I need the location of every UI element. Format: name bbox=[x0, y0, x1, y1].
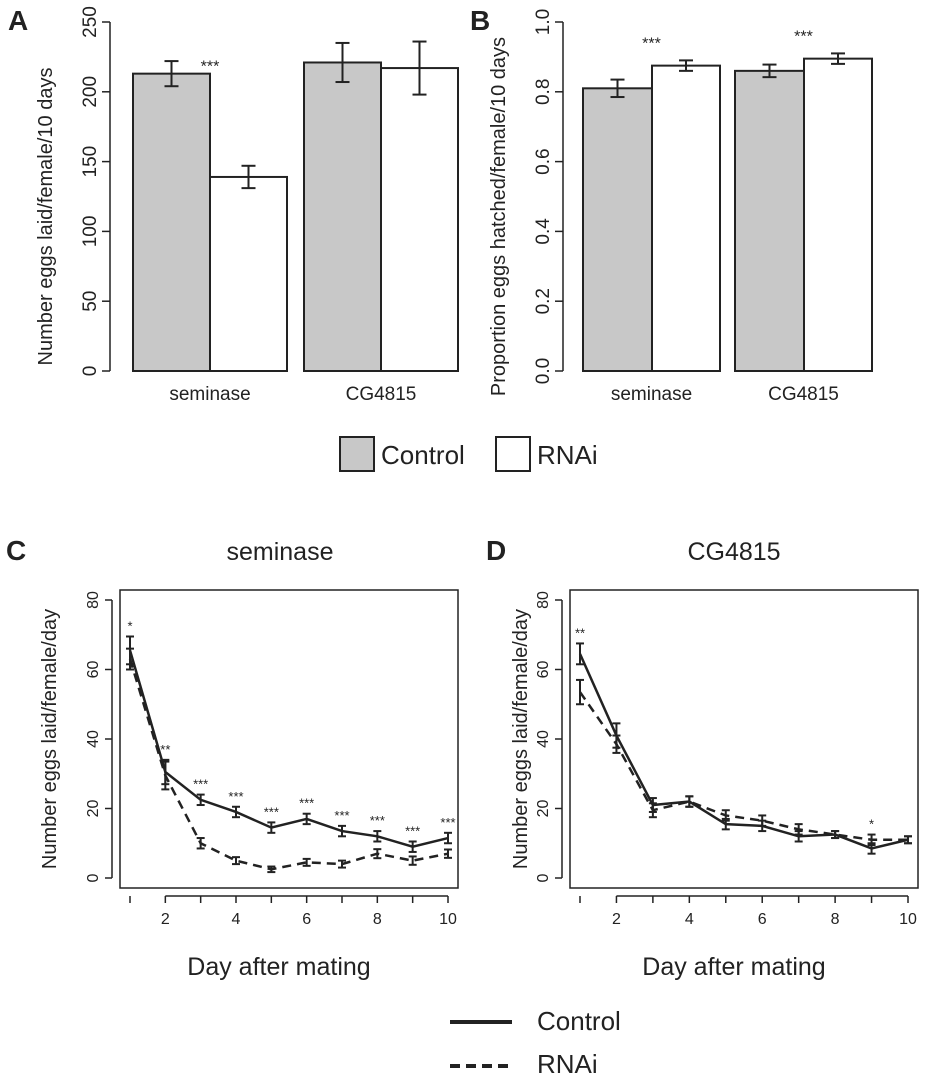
y-tick-label: 0.0 bbox=[533, 358, 554, 384]
x-category-label: CG4815 bbox=[768, 384, 839, 405]
series-line-control bbox=[578, 653, 909, 850]
x-tick-label: 10 bbox=[439, 911, 457, 928]
y-axis-label: Number eggs laid/female/day bbox=[39, 609, 61, 869]
x-axis-label: Day after mating bbox=[187, 953, 370, 981]
panel-d: D Number eggs laid/female/day 2 4 6 8 10 Day af… bbox=[486, 535, 919, 981]
panel-a: A 0 50 100 150 200 250 Number eggs laid/female/… bbox=[8, 5, 459, 405]
y-tick-label: 1.0 bbox=[533, 9, 554, 35]
bar-rnai-cg4815 bbox=[803, 57, 873, 373]
panel-b: B 0.0 0.2 0.4 0.6 0.8 1.0 Proportion eggs hatch… bbox=[470, 5, 873, 405]
panel-label: C bbox=[6, 535, 26, 566]
y-tick-label: 40 bbox=[85, 730, 102, 748]
y-tick-label: 0.4 bbox=[533, 218, 554, 245]
line-legend: Control RNAi bbox=[450, 1006, 621, 1079]
y-axis-label: Number eggs laid/female/10 days bbox=[35, 68, 57, 366]
significance-annotation: *** bbox=[440, 815, 455, 830]
significance-annotation: *** bbox=[193, 777, 208, 792]
significance-annotation: *** bbox=[642, 35, 661, 52]
panel-title: seminase bbox=[227, 538, 334, 566]
significance-annotation: *** bbox=[370, 813, 385, 828]
bar-control-cg4815 bbox=[734, 69, 805, 373]
y-axis-label: Number eggs laid/female/day bbox=[510, 609, 532, 869]
y-tick-label: 50 bbox=[80, 291, 101, 312]
y-tick-label: 80 bbox=[85, 591, 102, 609]
y-tick-label: 60 bbox=[85, 661, 102, 679]
y-tick-label: 0 bbox=[535, 873, 552, 882]
series-line-rnai bbox=[128, 658, 449, 871]
x-tick-label: 8 bbox=[373, 911, 382, 928]
panel-label: A bbox=[8, 5, 28, 36]
series-line-rnai bbox=[578, 691, 908, 842]
y-tick-label: 150 bbox=[80, 146, 101, 178]
x-tick-label: 6 bbox=[758, 911, 767, 928]
significance-annotation: *** bbox=[201, 59, 220, 76]
x-tick-label: 6 bbox=[302, 911, 311, 928]
bar-control-seminase bbox=[582, 87, 653, 372]
significance-annotation: *** bbox=[299, 796, 314, 811]
significance-annotation: *** bbox=[405, 824, 420, 839]
bar-control-cg4815 bbox=[303, 61, 382, 372]
y-tick-label: 40 bbox=[535, 730, 552, 748]
legend-line-control-label: Control bbox=[537, 1006, 621, 1036]
plot-frame bbox=[569, 589, 919, 889]
significance-annotation: * bbox=[127, 618, 132, 633]
bar-rnai-seminase bbox=[651, 64, 721, 372]
legend-line-rnai-label: RNAi bbox=[537, 1049, 598, 1079]
legend-rnai-label: RNAi bbox=[537, 440, 598, 470]
x-category-label: seminase bbox=[611, 384, 692, 405]
bar-rnai-seminase bbox=[209, 175, 288, 372]
x-category-label: CG4815 bbox=[346, 384, 417, 405]
y-tick-label: 80 bbox=[535, 591, 552, 609]
bar-legend: Control RNAi bbox=[339, 436, 598, 472]
significance-annotation: *** bbox=[334, 808, 349, 823]
y-tick-label: 0.8 bbox=[533, 79, 554, 105]
y-tick-label: 0 bbox=[80, 366, 101, 377]
significance-annotation: ** bbox=[160, 742, 170, 757]
legend-rnai-swatch bbox=[495, 436, 531, 472]
x-category-label: seminase bbox=[169, 384, 250, 405]
bar-control-seminase bbox=[132, 72, 211, 372]
y-tick-label: 0.6 bbox=[533, 148, 554, 174]
significance-annotation: ** bbox=[575, 625, 585, 640]
significance-annotation: * bbox=[869, 817, 874, 832]
y-tick-label: 250 bbox=[80, 6, 101, 38]
panel-label: B bbox=[470, 5, 490, 36]
panel-c: C Number eggs laid/female/day 2 4 6 8 10 Day af… bbox=[6, 535, 459, 981]
y-tick-label: 200 bbox=[80, 76, 101, 108]
significance-annotation: *** bbox=[794, 28, 813, 45]
y-tick-label: 0 bbox=[85, 873, 102, 882]
x-tick-label: 8 bbox=[831, 911, 840, 928]
legend-control-swatch bbox=[339, 436, 375, 472]
bar-rnai-cg4815 bbox=[380, 67, 459, 373]
y-tick-label: 20 bbox=[535, 800, 552, 818]
panel-label: D bbox=[486, 535, 506, 566]
x-tick-label: 4 bbox=[685, 911, 694, 928]
plot-frame bbox=[119, 589, 459, 889]
series-line-control bbox=[128, 650, 449, 849]
y-axis-label: Proportion eggs hatched/female/10 days bbox=[488, 37, 510, 396]
significance-annotation: *** bbox=[228, 789, 243, 804]
y-tick-label: 20 bbox=[85, 800, 102, 818]
y-tick-label: 100 bbox=[80, 216, 101, 248]
panel-title: CG4815 bbox=[687, 538, 780, 566]
x-tick-label: 2 bbox=[612, 911, 621, 928]
x-tick-label: 2 bbox=[161, 911, 170, 928]
y-tick-label: 0.2 bbox=[533, 288, 554, 314]
x-axis-label: Day after mating bbox=[642, 953, 825, 981]
legend-control-label: Control bbox=[381, 440, 465, 470]
x-tick-label: 10 bbox=[899, 911, 917, 928]
significance-annotation: *** bbox=[264, 804, 279, 819]
y-tick-label: 60 bbox=[535, 661, 552, 679]
x-tick-label: 4 bbox=[232, 911, 241, 928]
